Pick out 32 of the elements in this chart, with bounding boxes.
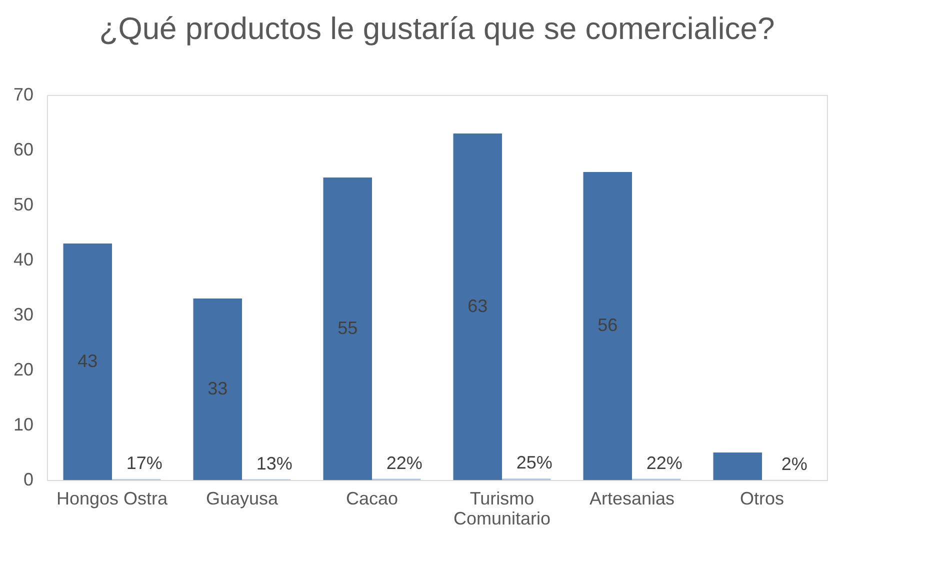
y-tick-label: 40: [13, 250, 34, 270]
data-label: 33: [208, 378, 228, 398]
x-tick-label: Artesanias: [589, 488, 675, 508]
y-tick-label: 30: [13, 304, 34, 324]
data-label: 22%: [646, 452, 682, 473]
chart-title: ¿Qué productos le gustaría que se comercialice?: [99, 11, 775, 46]
x-tick-label: Turismo Comunitario: [453, 488, 551, 528]
data-label: 25%: [516, 452, 552, 473]
bar: [583, 172, 632, 480]
bar: [193, 298, 242, 480]
bar: [453, 134, 502, 480]
data-label: 13%: [256, 453, 292, 474]
data-label: 2%: [781, 454, 808, 474]
data-label: 55: [338, 318, 358, 338]
y-tick-label: 10: [13, 414, 34, 434]
bar: [63, 244, 112, 480]
y-tick-label: 0: [23, 470, 34, 490]
x-tick-label: Hongos Ostra: [56, 488, 169, 508]
data-label: 43: [78, 350, 98, 371]
data-label: 22%: [386, 452, 422, 473]
x-tick-label: Otros: [740, 488, 784, 508]
x-tick-label: Cacao: [346, 488, 398, 508]
x-tick-label: Guayusa: [206, 488, 280, 508]
data-label: 56: [598, 315, 618, 335]
data-label: 17%: [126, 453, 162, 474]
y-tick-label: 20: [13, 360, 34, 380]
bar: [713, 452, 762, 480]
y-tick-label: 60: [13, 140, 34, 160]
y-tick-label: 70: [13, 84, 34, 104]
bar: [323, 178, 372, 480]
y-tick-label: 50: [13, 194, 34, 214]
data-label: 63: [468, 296, 488, 316]
